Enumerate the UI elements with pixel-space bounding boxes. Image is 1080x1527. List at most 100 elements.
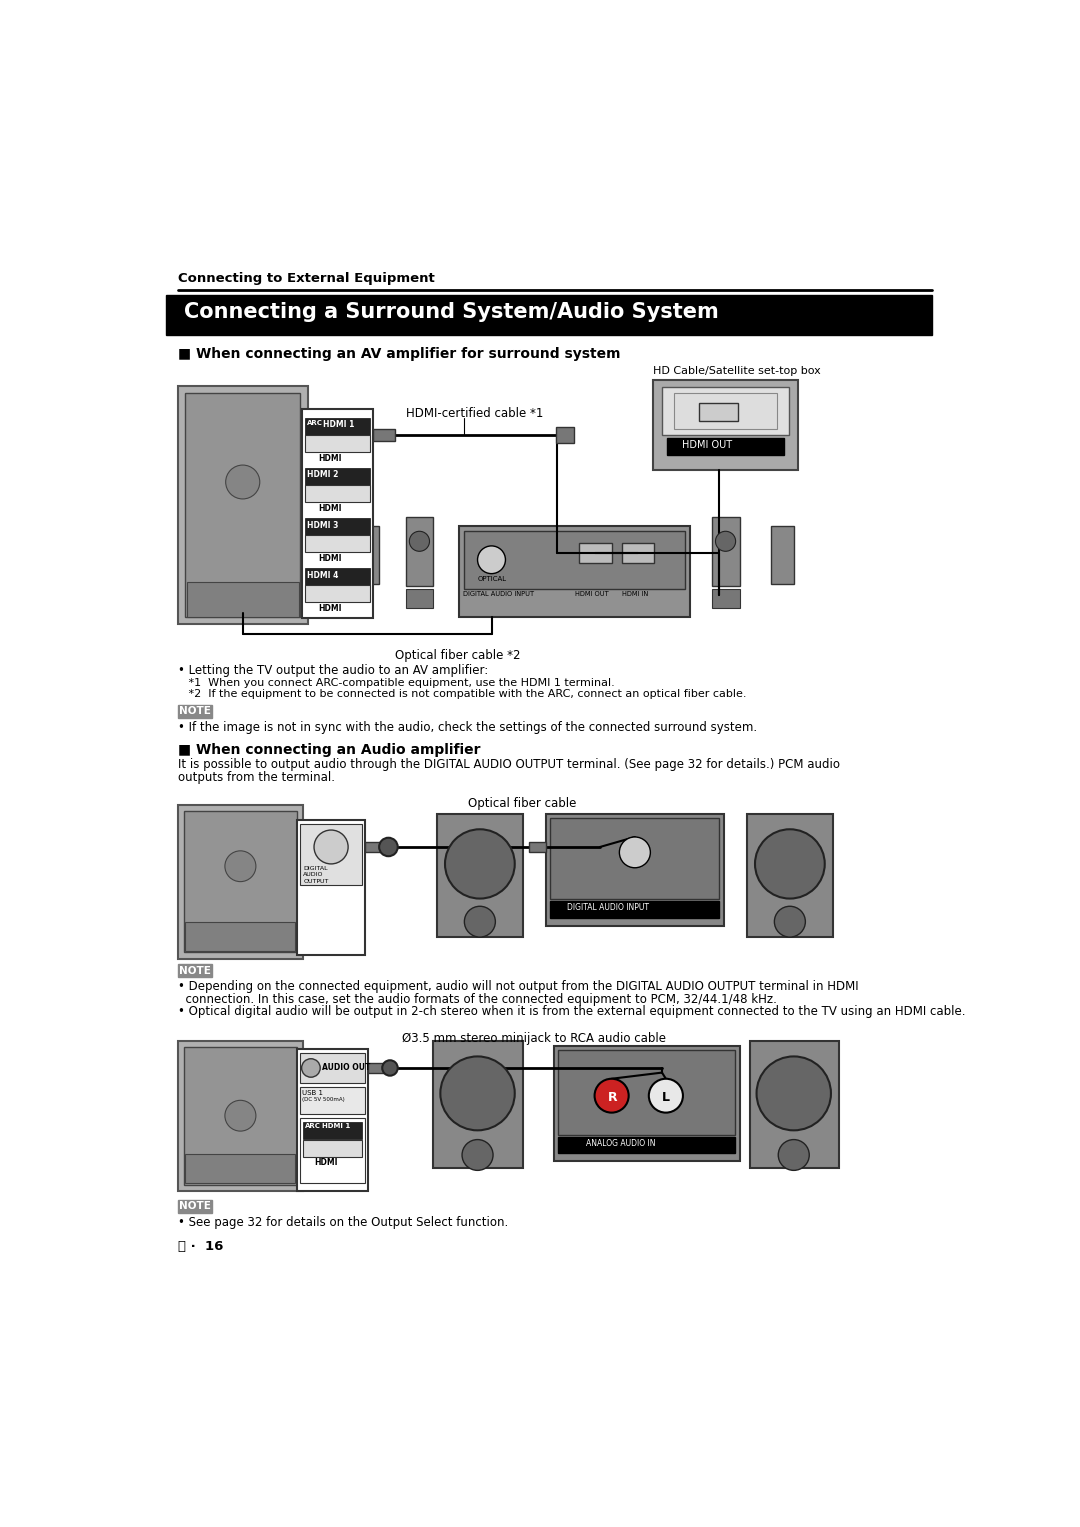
Text: It is possible to output audio through the DIGITAL AUDIO OUTPUT terminal. (See p: It is possible to output audio through t… <box>177 759 839 771</box>
Text: HDMI: HDMI <box>319 554 342 562</box>
Bar <box>300 1087 365 1115</box>
Bar <box>747 814 833 938</box>
Text: • Depending on the connected equipment, audio will not output from the DIGITAL A: • Depending on the connected equipment, … <box>177 980 859 993</box>
Bar <box>770 525 794 583</box>
Bar <box>297 820 365 954</box>
Text: HDMI: HDMI <box>319 504 342 513</box>
Bar <box>177 386 308 625</box>
Bar <box>529 841 545 852</box>
Circle shape <box>226 466 260 499</box>
Text: AUDIO: AUDIO <box>303 872 324 878</box>
Bar <box>674 394 777 429</box>
Bar <box>297 1049 368 1191</box>
Text: NOTE: NOTE <box>179 965 211 976</box>
Text: Connecting a Surround System/Audio System: Connecting a Surround System/Audio Syste… <box>184 302 718 322</box>
Text: ■ When connecting an AV amplifier for surround system: ■ When connecting an AV amplifier for su… <box>177 347 620 362</box>
Text: • See page 32 for details on the Output Select function.: • See page 32 for details on the Output … <box>177 1215 508 1229</box>
Bar <box>184 1048 297 1185</box>
Bar <box>666 438 784 455</box>
Bar <box>300 1052 365 1083</box>
Bar <box>305 568 369 585</box>
Text: USB 1: USB 1 <box>302 1090 323 1095</box>
Text: outputs from the terminal.: outputs from the terminal. <box>177 771 335 783</box>
Text: HDMI-certified cable *1: HDMI-certified cable *1 <box>406 406 543 420</box>
Bar <box>177 1041 303 1191</box>
Text: connection. In this case, set the audio formats of the connected equipment to PC: connection. In this case, set the audio … <box>177 993 777 1005</box>
Bar <box>545 814 724 925</box>
Bar <box>558 1136 734 1153</box>
Bar <box>303 1139 362 1156</box>
Circle shape <box>755 829 825 898</box>
Bar <box>579 542 611 563</box>
Text: Connecting to External Equipment: Connecting to External Equipment <box>177 272 434 286</box>
Text: Optical fiber cable: Optical fiber cable <box>469 797 577 809</box>
Text: HDMI 1: HDMI 1 <box>323 420 354 429</box>
Bar <box>305 418 369 435</box>
Bar <box>368 1063 383 1072</box>
Bar <box>300 825 362 886</box>
Text: ARC: ARC <box>305 1124 321 1130</box>
Circle shape <box>619 837 650 867</box>
Circle shape <box>779 1139 809 1170</box>
Text: R: R <box>608 1092 618 1104</box>
Bar <box>186 1154 296 1183</box>
Circle shape <box>382 1060 397 1075</box>
Text: ANALOG AUDIO IN: ANALOG AUDIO IN <box>586 1139 656 1148</box>
Text: ■ When connecting an Audio amplifier: ■ When connecting an Audio amplifier <box>177 744 481 757</box>
Text: HDMI OUT: HDMI OUT <box>576 591 609 597</box>
Bar <box>551 901 719 918</box>
Circle shape <box>464 906 496 938</box>
Bar <box>301 409 373 618</box>
Bar <box>459 525 690 617</box>
Bar <box>662 388 789 435</box>
Bar <box>184 811 297 953</box>
Bar <box>187 582 298 617</box>
Text: OPTICAL: OPTICAL <box>477 576 507 582</box>
Text: NOTE: NOTE <box>179 1202 211 1211</box>
Text: NOTE: NOTE <box>179 705 211 716</box>
Bar <box>177 704 212 718</box>
Bar <box>365 841 382 852</box>
Circle shape <box>379 838 397 857</box>
Text: DIGITAL AUDIO INPUT: DIGITAL AUDIO INPUT <box>463 591 534 597</box>
Bar <box>186 922 296 951</box>
Text: ARC: ARC <box>307 420 323 426</box>
Bar <box>373 429 394 441</box>
Text: HDMI: HDMI <box>314 1157 338 1167</box>
Bar <box>556 428 575 443</box>
Circle shape <box>462 1139 494 1170</box>
Circle shape <box>715 531 735 551</box>
Text: HDMI OUT: HDMI OUT <box>683 440 732 450</box>
Text: L: L <box>662 1092 670 1104</box>
Circle shape <box>409 531 430 551</box>
Text: *2  If the equipment to be connected is not compatible with the ARC, connect an : *2 If the equipment to be connected is n… <box>177 689 746 699</box>
Text: (DC 5V 500mA): (DC 5V 500mA) <box>302 1098 346 1102</box>
Bar <box>463 530 685 589</box>
Bar <box>433 1041 523 1168</box>
Bar <box>437 814 523 938</box>
Circle shape <box>314 831 348 864</box>
Text: HDMI IN: HDMI IN <box>622 591 648 597</box>
Bar <box>305 435 369 452</box>
Text: • If the image is not in sync with the audio, check the settings of the connecte: • If the image is not in sync with the a… <box>177 721 757 733</box>
Bar <box>699 403 738 421</box>
Bar <box>750 1041 839 1168</box>
Circle shape <box>445 829 515 898</box>
Text: ⓔ ·  16: ⓔ · 16 <box>177 1240 222 1252</box>
Bar <box>713 516 740 586</box>
Text: OUTPUT: OUTPUT <box>303 878 328 884</box>
Text: Optical fiber cable *2: Optical fiber cable *2 <box>394 649 521 663</box>
Bar <box>713 589 740 608</box>
Circle shape <box>757 1057 831 1130</box>
Text: HDMI 1: HDMI 1 <box>322 1124 350 1130</box>
Bar <box>305 518 369 534</box>
Bar <box>305 469 369 486</box>
Bar <box>177 805 303 959</box>
Bar <box>652 380 798 470</box>
Bar <box>554 1046 740 1161</box>
Circle shape <box>225 851 256 881</box>
Bar <box>166 295 932 334</box>
Bar <box>177 1200 212 1212</box>
Bar <box>305 585 369 602</box>
Bar <box>406 516 433 586</box>
